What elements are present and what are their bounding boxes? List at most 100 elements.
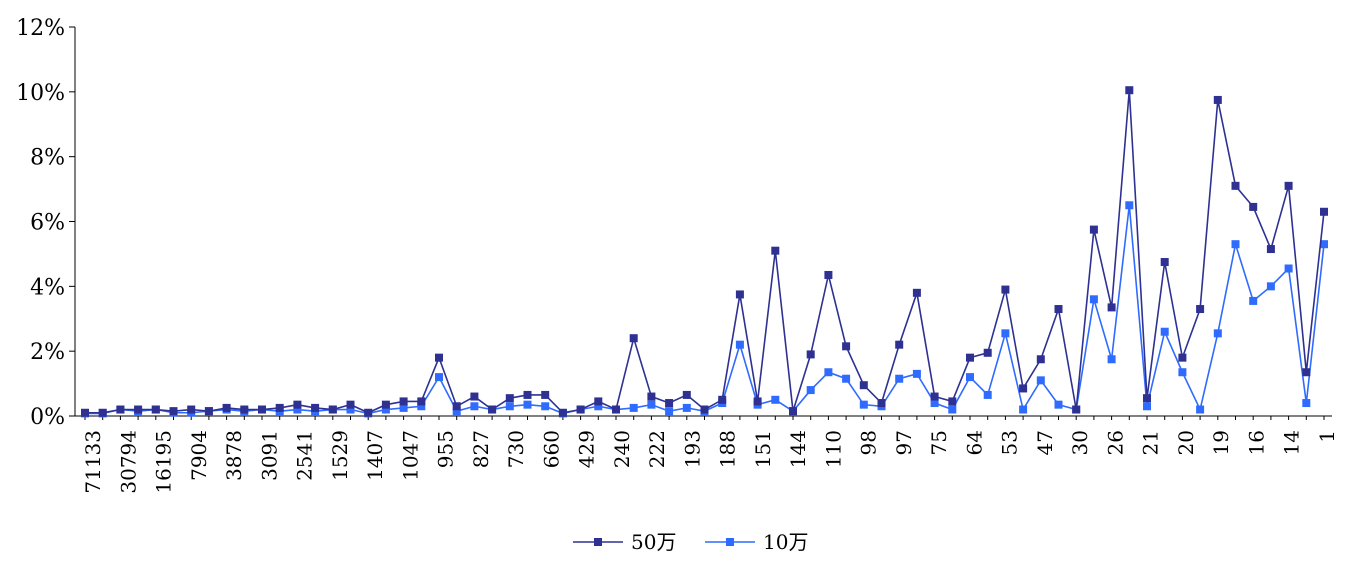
data-point	[1196, 305, 1205, 314]
data-point	[1125, 201, 1134, 210]
legend-swatch-marker	[594, 538, 602, 546]
data-point	[859, 400, 868, 409]
data-point	[240, 405, 249, 414]
data-point	[1196, 405, 1205, 414]
data-point	[930, 392, 939, 401]
data-point	[399, 397, 408, 406]
data-point	[682, 403, 691, 412]
x-tick-label: 1407	[363, 430, 387, 481]
x-tick-label: 20	[1174, 430, 1198, 455]
data-point	[1036, 355, 1045, 364]
data-point	[1302, 399, 1311, 408]
x-tick-label: 2541	[293, 430, 317, 481]
data-point	[523, 390, 532, 399]
data-point	[1107, 303, 1116, 312]
data-point	[151, 405, 160, 414]
x-tick-label: 53	[998, 430, 1022, 455]
data-point	[116, 405, 125, 414]
data-point	[470, 402, 479, 411]
x-tick-label: 19	[1209, 430, 1233, 455]
y-tick-label: 12%	[16, 16, 65, 41]
x-tick-label: 7904	[187, 430, 211, 481]
x-tick-label: 429	[575, 430, 599, 468]
data-point	[435, 373, 443, 382]
x-tick-label: 660	[539, 430, 563, 468]
x-tick-label: 71133	[81, 430, 105, 494]
data-point	[258, 405, 266, 414]
data-point	[417, 397, 426, 406]
data-point	[293, 400, 302, 409]
data-point	[1178, 368, 1187, 377]
data-point	[399, 403, 408, 412]
data-point	[824, 270, 833, 279]
data-point	[187, 405, 196, 414]
data-point	[275, 403, 284, 412]
data-point	[1160, 258, 1169, 267]
y-tick-label: 4%	[30, 275, 65, 300]
data-point	[1249, 202, 1258, 211]
data-point	[594, 402, 603, 411]
x-tick-label: 3878	[222, 430, 246, 481]
series-0	[81, 86, 1328, 417]
data-point	[1302, 368, 1311, 377]
data-point	[771, 395, 780, 404]
x-tick-label: 188	[716, 430, 740, 468]
data-point	[81, 408, 89, 417]
data-point	[1089, 225, 1098, 234]
data-point	[346, 400, 355, 409]
series-1	[81, 201, 1328, 418]
data-point	[364, 408, 373, 417]
data-point	[895, 374, 904, 383]
data-point	[435, 353, 443, 362]
data-point	[842, 374, 851, 383]
data-point	[523, 400, 532, 409]
x-tick-label: 955	[434, 430, 458, 468]
x-tick-label: 1047	[398, 430, 422, 481]
x-tick-label: 21	[1139, 430, 1163, 455]
data-point	[806, 350, 815, 359]
x-tick-label: 1	[1315, 430, 1339, 443]
data-point	[1019, 405, 1028, 414]
data-point	[1320, 240, 1328, 249]
data-point	[735, 290, 744, 299]
x-tick-label: 151	[751, 430, 775, 468]
data-point	[1213, 95, 1222, 104]
data-point	[948, 405, 957, 414]
data-point	[541, 390, 550, 399]
x-tick-label: 240	[610, 430, 634, 468]
legend-label: 10万	[763, 530, 808, 554]
data-point	[293, 405, 302, 414]
x-tick-label: 75	[927, 430, 951, 455]
data-point	[824, 368, 833, 377]
data-point	[541, 402, 550, 411]
x-tick-label: 730	[504, 430, 528, 468]
x-tick-label: 98	[857, 430, 881, 455]
data-point	[1054, 305, 1063, 314]
data-point	[718, 395, 727, 404]
x-tick-label: 1529	[328, 430, 352, 481]
data-point	[1107, 355, 1116, 364]
y-tick-label: 2%	[30, 340, 65, 365]
x-tick-label: 64	[962, 430, 986, 455]
data-point	[1072, 405, 1081, 414]
data-point	[1143, 394, 1151, 403]
data-point	[576, 405, 585, 414]
data-point	[842, 342, 851, 351]
data-point	[1249, 296, 1258, 305]
data-point	[859, 381, 868, 390]
data-point	[204, 407, 213, 416]
data-point	[417, 402, 426, 411]
x-tick-label: 47	[1033, 430, 1057, 455]
data-point	[594, 397, 603, 406]
data-point	[612, 405, 620, 414]
data-point	[1001, 285, 1010, 294]
data-point	[1284, 181, 1293, 190]
data-point	[1160, 327, 1169, 336]
series-layer	[81, 86, 1328, 418]
x-tick-label: 30794	[116, 430, 140, 494]
y-tick-label: 10%	[16, 81, 65, 106]
data-point	[222, 403, 231, 412]
data-point	[665, 399, 674, 408]
x-tick-label: 222	[645, 430, 669, 468]
